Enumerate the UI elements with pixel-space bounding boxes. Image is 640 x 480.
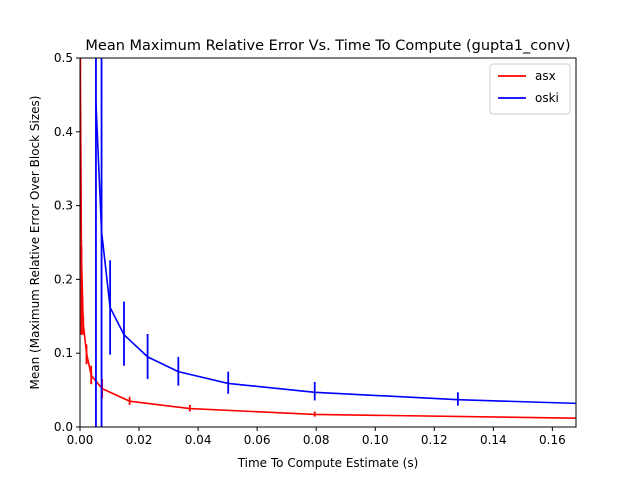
x-tick-label: 0.16 bbox=[539, 433, 566, 447]
x-tick-label: 0.12 bbox=[421, 433, 448, 447]
legend-box bbox=[489, 63, 571, 115]
y-tick-label: 0.2 bbox=[54, 272, 73, 286]
y-tick-label: 0.0 bbox=[54, 420, 73, 434]
chart-title: Mean Maximum Relative Error Vs. Time To … bbox=[85, 38, 570, 54]
plot-area bbox=[80, 58, 576, 427]
axes-layer: 0.00 0.02 0.04 0.06 0.08 0.10 0.12 0.14 0.16 0.0 0… bbox=[54, 51, 577, 447]
y-axis-label: Mean (Maximum Relative Error Over Block … bbox=[28, 96, 42, 390]
series-layer bbox=[80, 58, 576, 427]
y-tick-label: 0.3 bbox=[54, 199, 73, 213]
x-tick-label: 0.06 bbox=[244, 433, 271, 447]
legend-label-oski: oski bbox=[535, 91, 559, 105]
y-tick-label: 0.1 bbox=[54, 346, 73, 360]
x-tick-label: 0.14 bbox=[480, 433, 507, 447]
axes-frame bbox=[79, 57, 577, 428]
y-tick-label: 0.4 bbox=[54, 125, 73, 139]
y-tick-label: 0.5 bbox=[54, 51, 73, 65]
x-tick-label: 0.04 bbox=[185, 433, 212, 447]
x-tick-label: 0.00 bbox=[67, 433, 94, 447]
series-line-oski bbox=[95, 102, 576, 405]
x-tick-label: 0.02 bbox=[126, 433, 153, 447]
x-axis-label: Time To Compute Estimate (s) bbox=[237, 456, 419, 470]
x-tick-label: 0.10 bbox=[362, 433, 389, 447]
legend-label-asx: asx bbox=[535, 69, 556, 83]
x-tick-label: 0.08 bbox=[303, 433, 330, 447]
legend: asx oski bbox=[489, 63, 571, 115]
series-oski bbox=[95, 58, 576, 427]
